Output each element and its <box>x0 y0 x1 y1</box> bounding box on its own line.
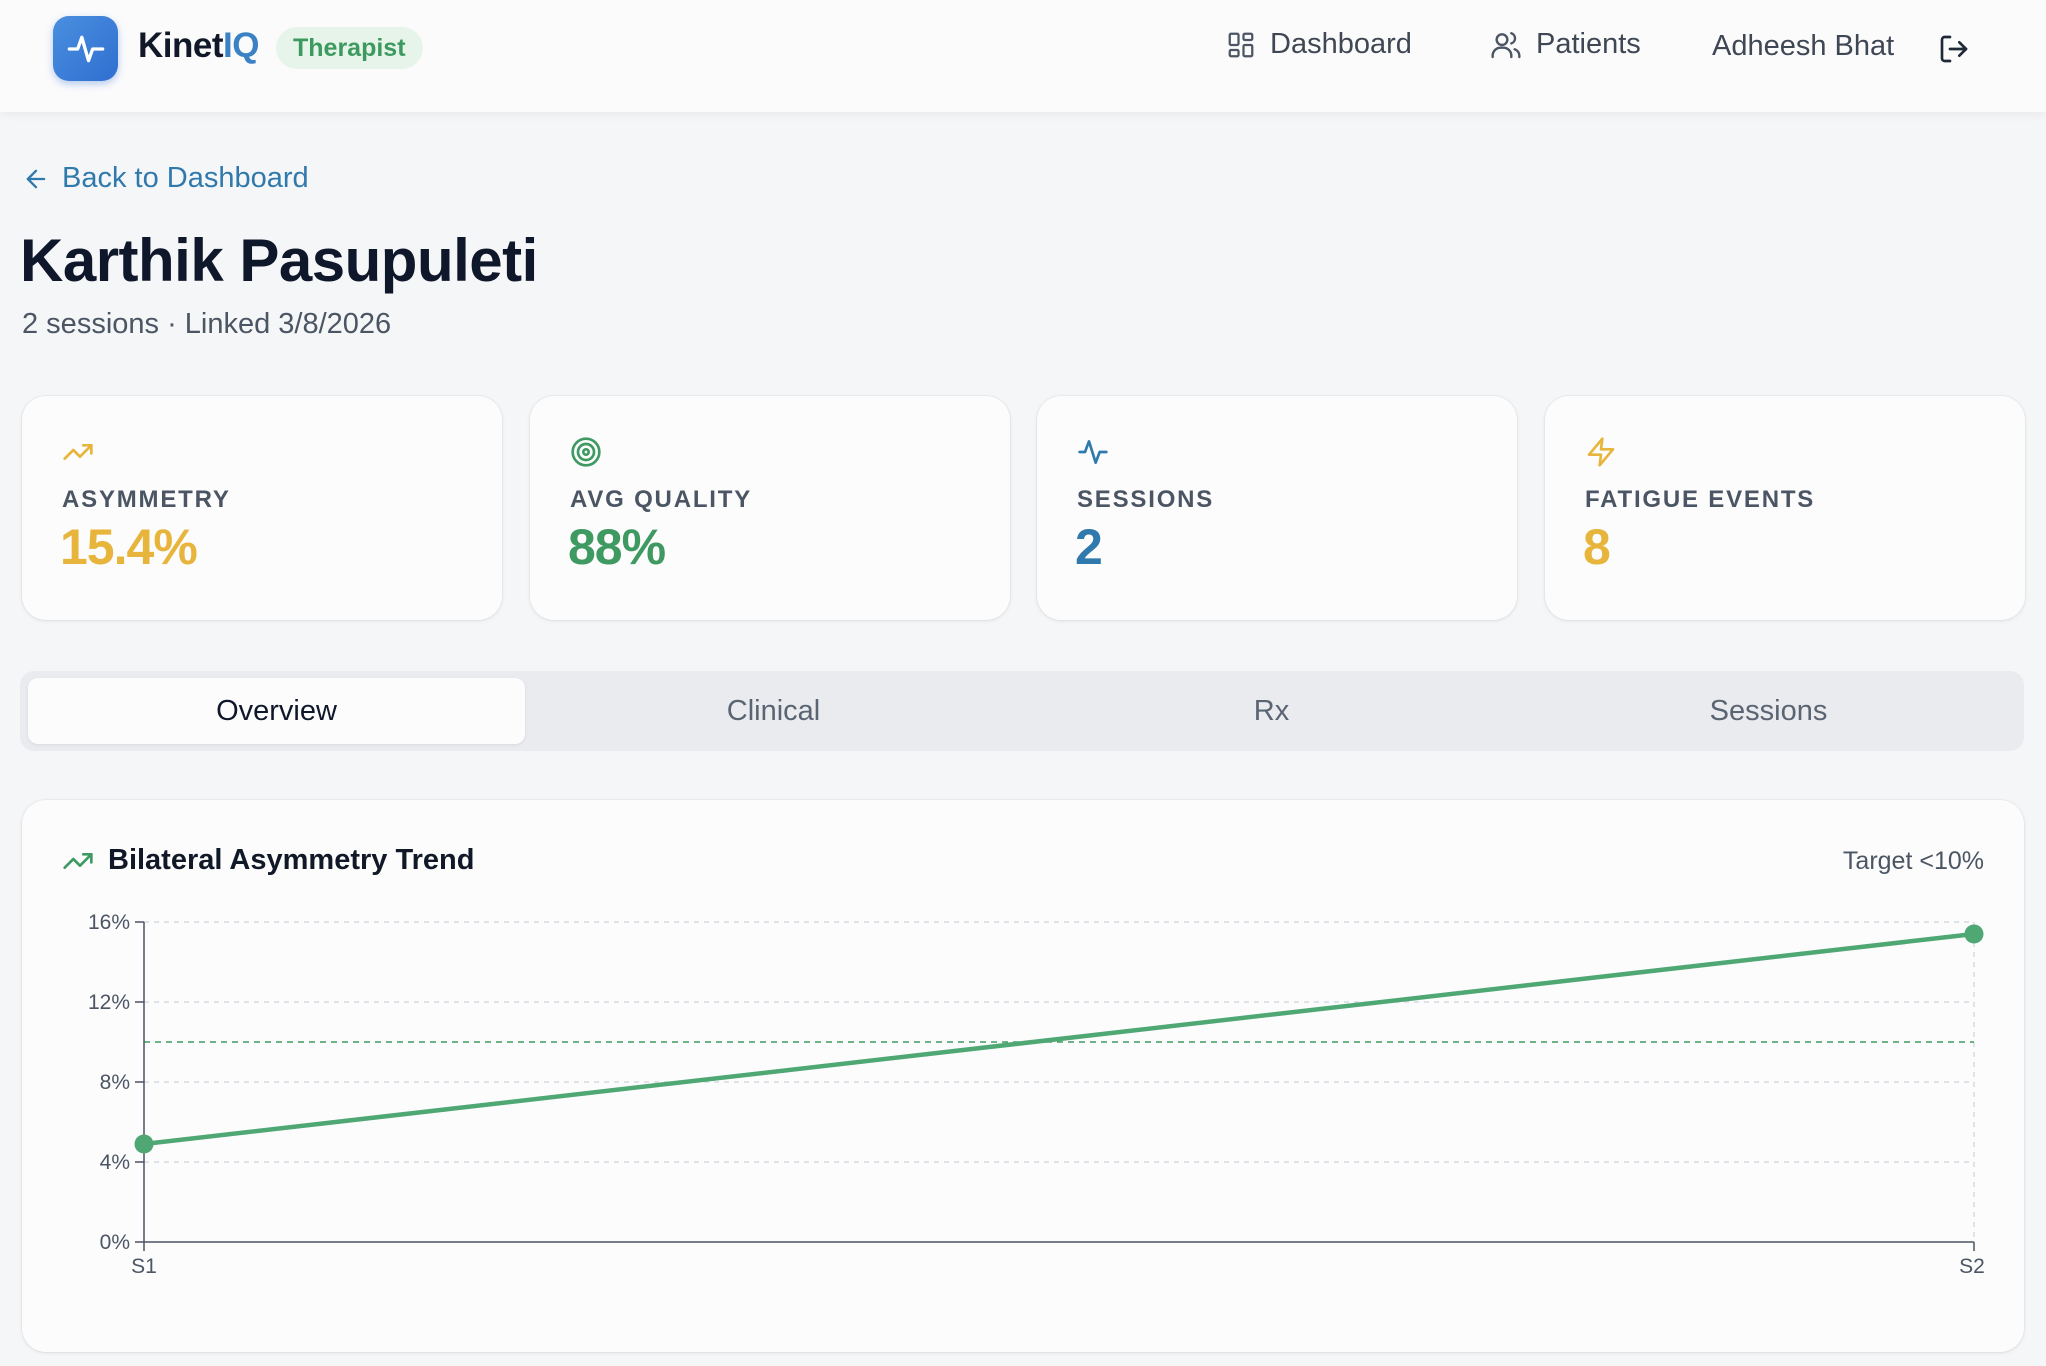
y-tick-label: 4% <box>100 1151 130 1174</box>
stat-value: 88% <box>568 519 666 575</box>
activity-icon <box>1078 440 1108 464</box>
tab-overview[interactable]: Overview <box>28 678 525 744</box>
page-title: Karthik Pasupuleti <box>20 227 538 294</box>
user-name[interactable]: Adheesh Bhat <box>1712 30 1895 62</box>
chart-ticks: 0% 4% 8% 12% 16% S1 S2 <box>88 911 1985 1278</box>
series-line <box>141 931 1977 1147</box>
y-tick-label: 12% <box>88 991 130 1014</box>
y-tick-label: 0% <box>100 1231 130 1254</box>
stat-card-avg-quality: AVG QUALITY 88% <box>530 396 1010 620</box>
chart-title: Bilateral Asymmetry Trend <box>62 844 474 877</box>
logout-icon <box>1940 35 1968 63</box>
layout-grid-icon <box>1228 32 1254 57</box>
chart-target-label: Target <10% <box>1842 847 1984 875</box>
stat-card-asymmetry: ASYMMETRY 15.4% <box>22 396 502 620</box>
chart-title-text: Bilateral Asymmetry Trend <box>108 844 475 876</box>
asymmetry-trend-card: 0% 4% 8% 12% 16% S1 S2 Bilateral Asymmetry Tre… <box>22 800 2024 1352</box>
asymmetry-trend-chart: 0% 4% 8% 12% 16% S1 S2 <box>88 911 1985 1278</box>
target-icon <box>571 437 601 467</box>
brand-name[interactable]: KinetIQ <box>138 26 259 66</box>
chart-series <box>134 924 1984 1154</box>
trending-up-icon <box>63 444 93 460</box>
data-point <box>1964 924 1984 944</box>
y-tick-label: 16% <box>88 911 130 934</box>
tab-clinical[interactable]: Clinical <box>726 694 821 727</box>
chart-grid <box>144 921 1975 1242</box>
stat-card-sessions: SESSIONS 2 <box>1037 396 1517 620</box>
tab-sessions[interactable]: Sessions <box>1709 694 1828 727</box>
back-to-dashboard-link[interactable]: Back to Dashboard <box>22 162 309 195</box>
y-tick-label: 8% <box>100 1071 130 1094</box>
top-navigation-bar: KinetIQ Therapist Dashboard Patients Adh… <box>0 0 2046 112</box>
role-badge: Therapist <box>276 27 423 69</box>
patient-meta: 2 sessions · Linked 3/8/2026 <box>22 308 392 340</box>
stat-label: AVG QUALITY <box>570 486 753 513</box>
x-tick-label: S2 <box>1959 1255 1985 1278</box>
stat-label: ASYMMETRY <box>62 486 231 513</box>
brand-suffix: IQ <box>223 26 259 65</box>
tab-rx[interactable]: Rx <box>1253 694 1290 727</box>
back-link-label: Back to Dashboard <box>62 162 309 194</box>
arrow-left-icon <box>26 169 46 188</box>
nav-dashboard[interactable]: Dashboard <box>1226 28 1412 61</box>
stat-label: FATIGUE EVENTS <box>1585 486 1816 513</box>
logout-button[interactable] <box>1938 33 1970 70</box>
app-logo[interactable] <box>53 16 118 81</box>
brand-prefix: Kinet <box>138 26 224 65</box>
pulse-logo-icon <box>67 35 104 62</box>
data-point <box>134 1134 154 1154</box>
nav-patients[interactable]: Patients <box>1490 28 1641 61</box>
trending-up-icon <box>63 852 93 869</box>
tab-bar: Overview Clinical Rx Sessions <box>20 671 2024 751</box>
stat-label: SESSIONS <box>1077 486 1215 513</box>
users-icon <box>1491 31 1521 58</box>
x-tick-label: S1 <box>131 1255 157 1278</box>
nav-patients-label: Patients <box>1536 28 1641 60</box>
stat-value: 8 <box>1583 519 1611 575</box>
lightning-icon <box>1587 437 1615 467</box>
stat-value: 15.4% <box>60 519 198 575</box>
stat-card-fatigue-events: FATIGUE EVENTS 8 <box>1545 396 2025 620</box>
stat-value: 2 <box>1075 519 1103 575</box>
nav-dashboard-label: Dashboard <box>1270 28 1412 60</box>
